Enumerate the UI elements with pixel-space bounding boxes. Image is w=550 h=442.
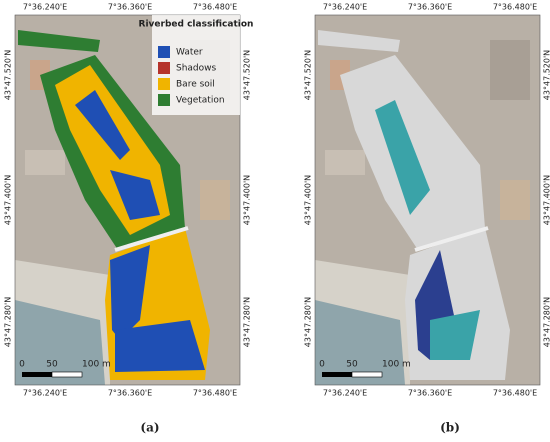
lat-label: 43°47.280'N: [304, 297, 313, 347]
lat-label: 43°47.280'N: [543, 297, 550, 347]
lat-label: 43°47.520'N: [4, 50, 13, 100]
legend-label: Water: [176, 48, 203, 58]
scale-bar: [352, 372, 382, 377]
legend-label: Shadows: [176, 64, 217, 74]
lat-label: 43°47.400'N: [304, 175, 313, 225]
legend-title: Riverbed classification: [139, 20, 254, 30]
lat-label: 43°47.400'N: [4, 175, 13, 225]
scale-label: 50: [46, 360, 58, 370]
scale-label: 0: [319, 360, 325, 370]
scale-bar: [322, 372, 352, 377]
lat-label: 43°47.520'N: [543, 50, 550, 100]
lat-label: 43°47.400'N: [243, 175, 252, 225]
legend-swatch: [158, 46, 170, 58]
scale-bar: [52, 372, 82, 377]
lon-label: 7°36.360'E: [108, 389, 152, 398]
lon-label: 7°36.480'E: [193, 389, 237, 398]
lon-label: 7°36.240'E: [23, 389, 67, 398]
lon-label: 7°36.360'E: [108, 3, 152, 12]
lon-label: 7°36.360'E: [408, 389, 452, 398]
legend-label: Bare soil: [176, 80, 215, 90]
scale-label: 0: [19, 360, 25, 370]
lat-label: 43°47.520'N: [304, 50, 313, 100]
lat-label: 43°47.280'N: [243, 297, 252, 347]
lon-label: 7°36.480'E: [193, 3, 237, 12]
lon-label: 7°36.360'E: [408, 3, 452, 12]
scale-label: 100 m: [82, 360, 111, 370]
lon-label: 7°36.240'E: [323, 3, 367, 12]
legend-swatch: [158, 94, 170, 106]
legend-label: Vegetation: [176, 96, 225, 106]
legend-swatch: [158, 78, 170, 90]
panel-label: (b): [440, 421, 460, 435]
scale-label: 50: [346, 360, 358, 370]
lat-label: 43°47.400'N: [543, 175, 550, 225]
lat-label: 43°47.520'N: [243, 50, 252, 100]
panel-label: (a): [140, 421, 159, 435]
lon-label: 7°36.240'E: [23, 3, 67, 12]
lat-label: 43°47.280'N: [4, 297, 13, 347]
lon-label: 7°36.480'E: [493, 389, 537, 398]
legend-swatch: [158, 62, 170, 74]
scale-bar: [22, 372, 52, 377]
scale-label: 100 m: [382, 360, 411, 370]
map-b: [315, 15, 540, 385]
lon-label: 7°36.480'E: [493, 3, 537, 12]
lon-label: 7°36.240'E: [323, 389, 367, 398]
